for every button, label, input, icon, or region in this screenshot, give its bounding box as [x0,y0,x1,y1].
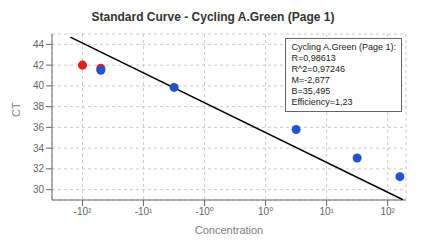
svg-text:10¹: 10¹ [319,206,334,217]
svg-text:36: 36 [33,122,45,133]
svg-text:10⁰: 10⁰ [258,206,273,217]
svg-text:10²: 10² [380,206,395,217]
svg-text:-10¹: -10¹ [135,206,153,217]
html-text:Cycling A.Green (Page 1): R=0,: Cycling A.Green (Page 1): R=0,98613 R^2=… [291,42,396,107]
svg-text:CT: CT [10,102,22,117]
svg-text:42: 42 [33,60,45,71]
html-text:Standard Curve - Cycling A.Gre: Standard Curve - Cycling A.Green (Page 1… [91,10,335,24]
svg-text:Concentration: Concentration [195,224,264,236]
svg-text:44: 44 [33,39,45,50]
svg-text:30: 30 [33,184,45,195]
svg-text:38: 38 [33,101,45,112]
svg-text:-10²: -10² [74,206,92,217]
svg-text:40: 40 [33,80,45,91]
svg-text:-10⁰: -10⁰ [195,206,213,217]
svg-text:32: 32 [33,163,45,174]
svg-text:34: 34 [33,143,45,154]
